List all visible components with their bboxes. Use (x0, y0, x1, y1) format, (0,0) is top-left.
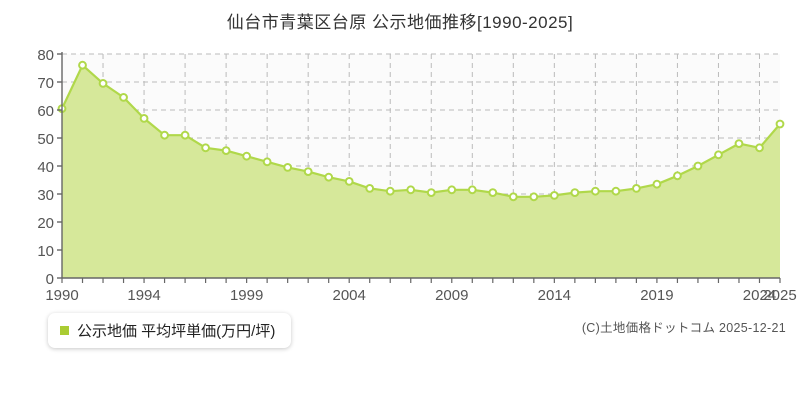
svg-text:80: 80 (37, 47, 54, 64)
svg-text:0: 0 (46, 271, 54, 288)
svg-text:10: 10 (37, 243, 54, 260)
line-area-chart: 0 10 20 30 40 50 60 70 80 1990 1994 1999 2004 2009 201… (37, 47, 796, 304)
legend-series-label: 公示地価 平均坪単価(万円/坪) (77, 323, 276, 340)
chart-legend: 公示地価 平均坪単価(万円/坪) (48, 313, 292, 348)
svg-text:2009: 2009 (435, 287, 468, 304)
svg-text:2024: 2024 (743, 287, 776, 304)
svg-text:40: 40 (37, 159, 54, 176)
chart-title-range: [1990-2025] (476, 13, 574, 32)
chart-title-main: 仙台市青葉区台原 公示地価推移 (226, 13, 477, 32)
svg-text:60: 60 (37, 103, 54, 120)
copyright-credit: (C)土地価格ドットコム 2025-12-21 (581, 321, 786, 335)
svg-text:30: 30 (37, 187, 54, 204)
page-title: 仙台市青葉区台原 公示地価推移[1990-2025] (0, 8, 800, 33)
svg-text:2004: 2004 (333, 287, 366, 304)
svg-text:1994: 1994 (127, 287, 160, 304)
svg-text:1990: 1990 (45, 287, 78, 304)
legend-color-swatch (60, 326, 69, 335)
plot-area: 0 10 20 30 40 50 60 70 80 1990 1994 1999 2004 2009 201… (37, 47, 796, 304)
svg-text:20: 20 (37, 215, 54, 232)
svg-text:2019: 2019 (640, 287, 673, 304)
svg-text:50: 50 (37, 131, 54, 148)
svg-text:2025: 2025 (763, 287, 796, 304)
svg-text:70: 70 (37, 75, 54, 92)
svg-text:2014: 2014 (538, 287, 571, 304)
svg-text:1999: 1999 (230, 287, 263, 304)
